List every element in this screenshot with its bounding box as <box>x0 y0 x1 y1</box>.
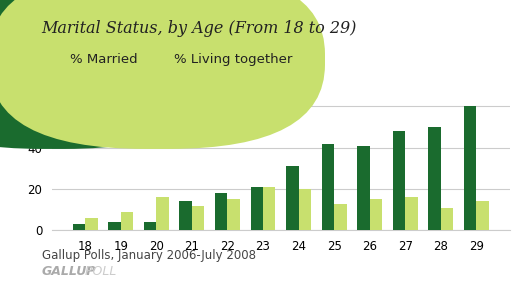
Bar <box>108 222 121 230</box>
Bar <box>73 224 85 230</box>
Text: Gallup Polls, January 2006-July 2008: Gallup Polls, January 2006-July 2008 <box>42 249 256 262</box>
Bar <box>215 193 227 230</box>
Bar <box>357 146 370 230</box>
Bar <box>85 218 98 230</box>
Text: POLL: POLL <box>81 265 116 278</box>
Bar <box>370 200 382 230</box>
Bar <box>441 208 453 230</box>
Bar <box>192 206 204 230</box>
Text: Marital Status, by Age (From 18 to 29): Marital Status, by Age (From 18 to 29) <box>42 20 357 37</box>
Bar <box>227 200 240 230</box>
Bar <box>144 222 157 230</box>
Bar <box>334 203 346 230</box>
Text: % Living together: % Living together <box>174 53 293 65</box>
Text: % Married: % Married <box>70 53 138 65</box>
Bar <box>179 201 192 230</box>
Bar <box>263 187 276 230</box>
Bar <box>405 197 418 230</box>
Bar <box>298 189 311 230</box>
Bar <box>121 212 133 230</box>
Bar <box>464 106 476 230</box>
Bar <box>157 197 169 230</box>
Bar <box>251 187 263 230</box>
Text: GALLUP: GALLUP <box>42 265 96 278</box>
Bar <box>286 166 298 230</box>
Bar <box>322 144 334 230</box>
Bar <box>393 131 405 230</box>
Bar <box>476 201 489 230</box>
Bar <box>428 127 441 230</box>
